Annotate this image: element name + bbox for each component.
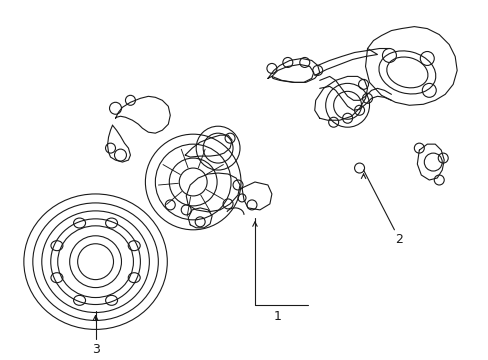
Text: 1: 1	[273, 310, 281, 323]
Text: 3: 3	[91, 343, 100, 356]
Text: 2: 2	[395, 233, 403, 246]
